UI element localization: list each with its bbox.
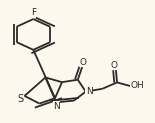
Text: S: S: [18, 94, 24, 104]
Text: N: N: [53, 101, 60, 111]
Text: OH: OH: [131, 81, 144, 90]
Text: O: O: [79, 58, 86, 67]
Text: N: N: [86, 86, 93, 96]
Text: F: F: [31, 8, 36, 17]
Text: O: O: [110, 61, 117, 70]
